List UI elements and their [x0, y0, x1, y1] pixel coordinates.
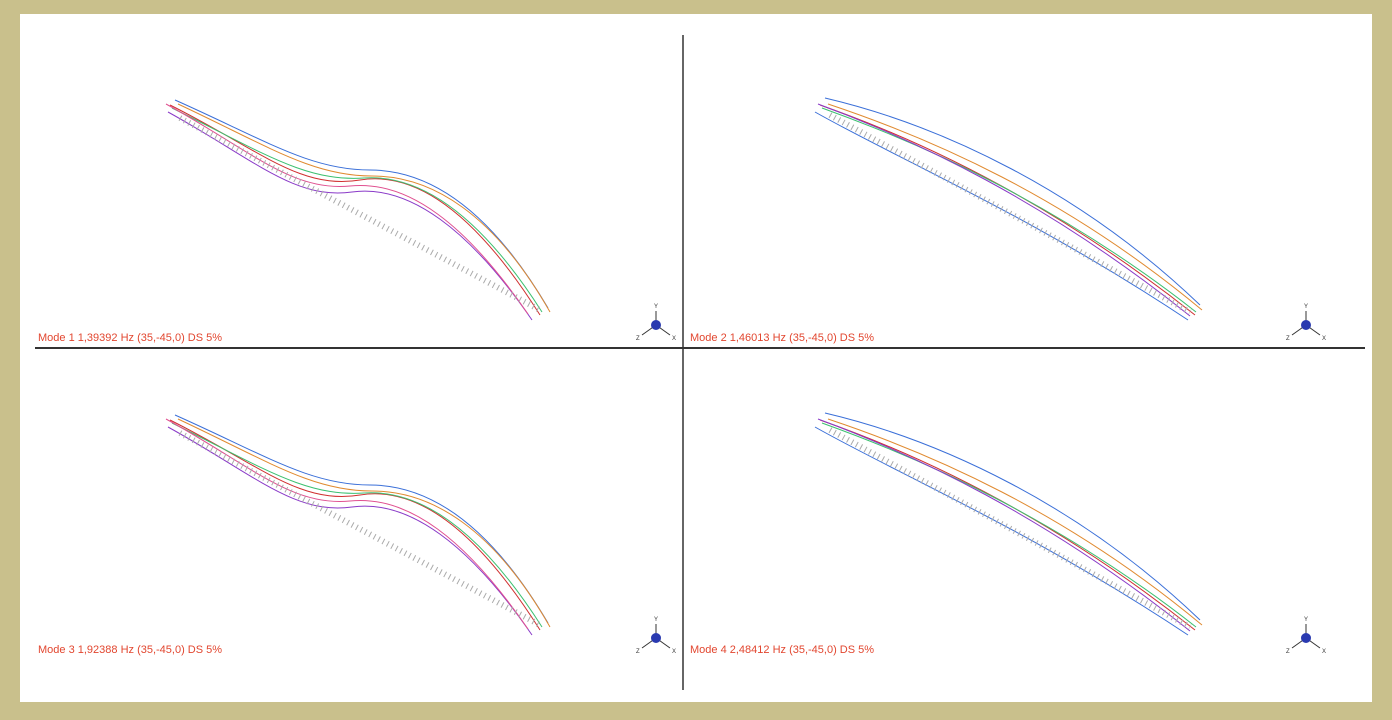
triad-label: Y: [654, 617, 658, 623]
triad-label: Y: [654, 304, 658, 310]
axis-triad: [1292, 311, 1320, 335]
triad-label: X: [672, 336, 676, 342]
triad-label: X: [1322, 336, 1326, 342]
triad-label: X: [672, 649, 676, 655]
mode-1-shape: [166, 100, 550, 320]
triad-label: X: [1322, 649, 1326, 655]
mode-label: Mode 1 1,39392 Hz (35,-45,0) DS 5%: [38, 332, 222, 344]
mode-label: Mode 2 1,46013 Hz (35,-45,0) DS 5%: [690, 332, 874, 344]
page: {"panels": [ {"label": "Mode 1 1,39392 H…: [0, 0, 1392, 720]
mode-4-shape: [815, 413, 1202, 635]
triad-label: Y: [1304, 617, 1308, 623]
triad-label: Z: [636, 649, 640, 655]
triad-label: Z: [1286, 649, 1290, 655]
triad-label: Z: [636, 336, 640, 342]
triad-label: Y: [1304, 304, 1308, 310]
mode-2-shape: [815, 98, 1202, 320]
mode-label: Mode 4 2,48412 Hz (35,-45,0) DS 5%: [690, 644, 874, 656]
axis-triad: [642, 624, 670, 648]
axis-triad: [1292, 624, 1320, 648]
mode-label: Mode 3 1,92388 Hz (35,-45,0) DS 5%: [38, 644, 222, 656]
mode-3-shape: [166, 415, 550, 635]
mode-view: Mode 1 1,39392 Hz (35,-45,0) DS 5% Mode …: [0, 0, 1392, 720]
triad-label: Z: [1286, 336, 1290, 342]
axis-triad: [642, 311, 670, 335]
